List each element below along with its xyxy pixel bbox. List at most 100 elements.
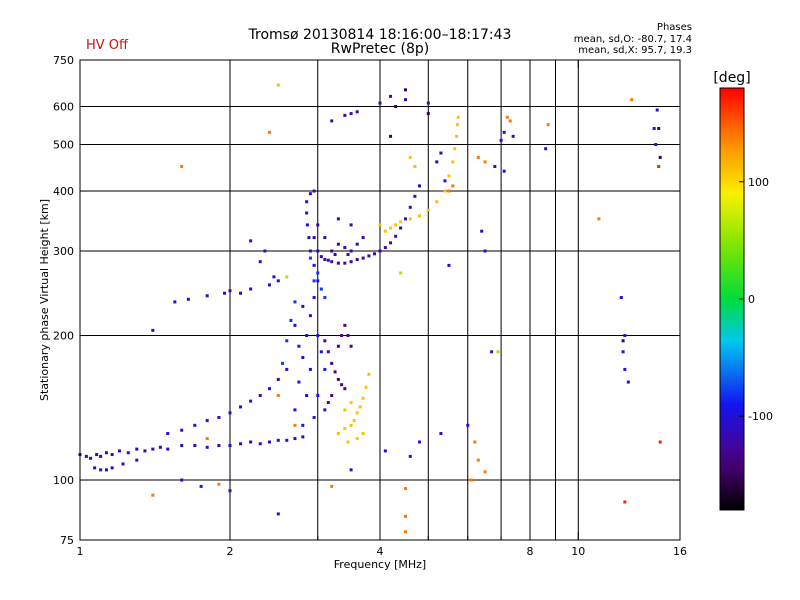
data-point [367,372,371,376]
data-point [263,249,267,253]
data-point [355,437,359,441]
data-point [126,451,130,455]
data-point [435,200,439,204]
data-point [319,350,323,354]
data-point [483,160,487,164]
data-point [205,294,209,298]
data-point [151,328,155,332]
data-point [367,254,371,258]
data-point [355,110,359,114]
data-point [502,130,506,134]
data-point [496,350,500,354]
data-point [293,408,297,412]
data-point [544,147,548,151]
data-point [305,223,309,227]
data-point [623,500,627,504]
data-point [272,275,276,279]
data-point [193,444,197,448]
data-point [323,408,327,412]
y-tick-label: 750 [53,54,74,67]
data-point [293,300,297,304]
data-point [276,512,280,516]
data-point [276,83,280,87]
x-tick-label: 8 [527,545,534,558]
data-point [293,323,297,327]
data-point [323,367,327,371]
data-point [84,454,88,458]
data-point [258,260,262,264]
x-tick-label: 1 [77,545,84,558]
data-point [508,119,512,123]
hv-status-label: HV Off [86,38,128,53]
data-point [205,419,209,423]
data-point [349,249,353,253]
data-point [336,261,340,265]
data-point [276,394,280,398]
data-point [330,394,334,398]
data-point [483,470,487,474]
x-tick-label: 16 [673,545,687,558]
data-point [358,405,362,409]
data-point [336,377,340,381]
data-point [476,155,480,159]
data-point [316,279,320,283]
data-point [228,411,232,415]
data-point [312,189,316,193]
data-point [346,253,350,257]
data-point [361,396,365,400]
data-point [443,179,447,183]
data-point [349,468,353,472]
data-point [597,217,601,221]
data-point [166,447,170,451]
data-point [151,493,155,497]
data-point [330,484,334,488]
data-point [378,101,382,105]
data-point [135,458,139,462]
data-point [281,361,285,365]
data-point [336,242,340,246]
data-point [394,105,398,109]
data-point [180,428,184,432]
data-point [99,468,103,472]
data-point [312,263,316,267]
data-point [352,419,356,423]
data-point [89,456,93,460]
data-point [308,314,312,318]
x-tick-label: 10 [571,545,585,558]
y-tick-label: 300 [53,245,74,258]
data-point [403,88,407,92]
data-point [205,437,209,441]
y-tick-label: 75 [60,534,74,547]
data-point [394,223,398,227]
data-point [451,184,455,188]
colorbar-label: [deg] [713,70,750,86]
data-point [186,297,190,301]
data-point [389,226,393,230]
data-point [455,123,459,127]
data-point [373,252,377,256]
data-point [301,423,305,427]
data-point [330,249,334,253]
data-point [173,300,177,304]
data-point [466,423,470,427]
data-point [389,134,393,138]
data-point [336,344,340,348]
data-point [626,380,630,384]
data-point [239,442,243,446]
data-point [199,484,203,488]
data-point [258,442,262,446]
data-point [343,427,347,431]
data-point [308,256,312,260]
data-point [293,437,297,441]
data-point [413,164,417,168]
phases-heading: Phases [656,22,692,33]
y-tick-label: 200 [53,330,74,343]
data-point [403,487,407,491]
y-tick-label: 100 [53,474,74,487]
data-point [435,160,439,164]
data-point [349,401,353,405]
data-point [110,453,114,457]
data-point [323,236,327,240]
data-point [417,214,421,218]
data-point [408,155,412,159]
